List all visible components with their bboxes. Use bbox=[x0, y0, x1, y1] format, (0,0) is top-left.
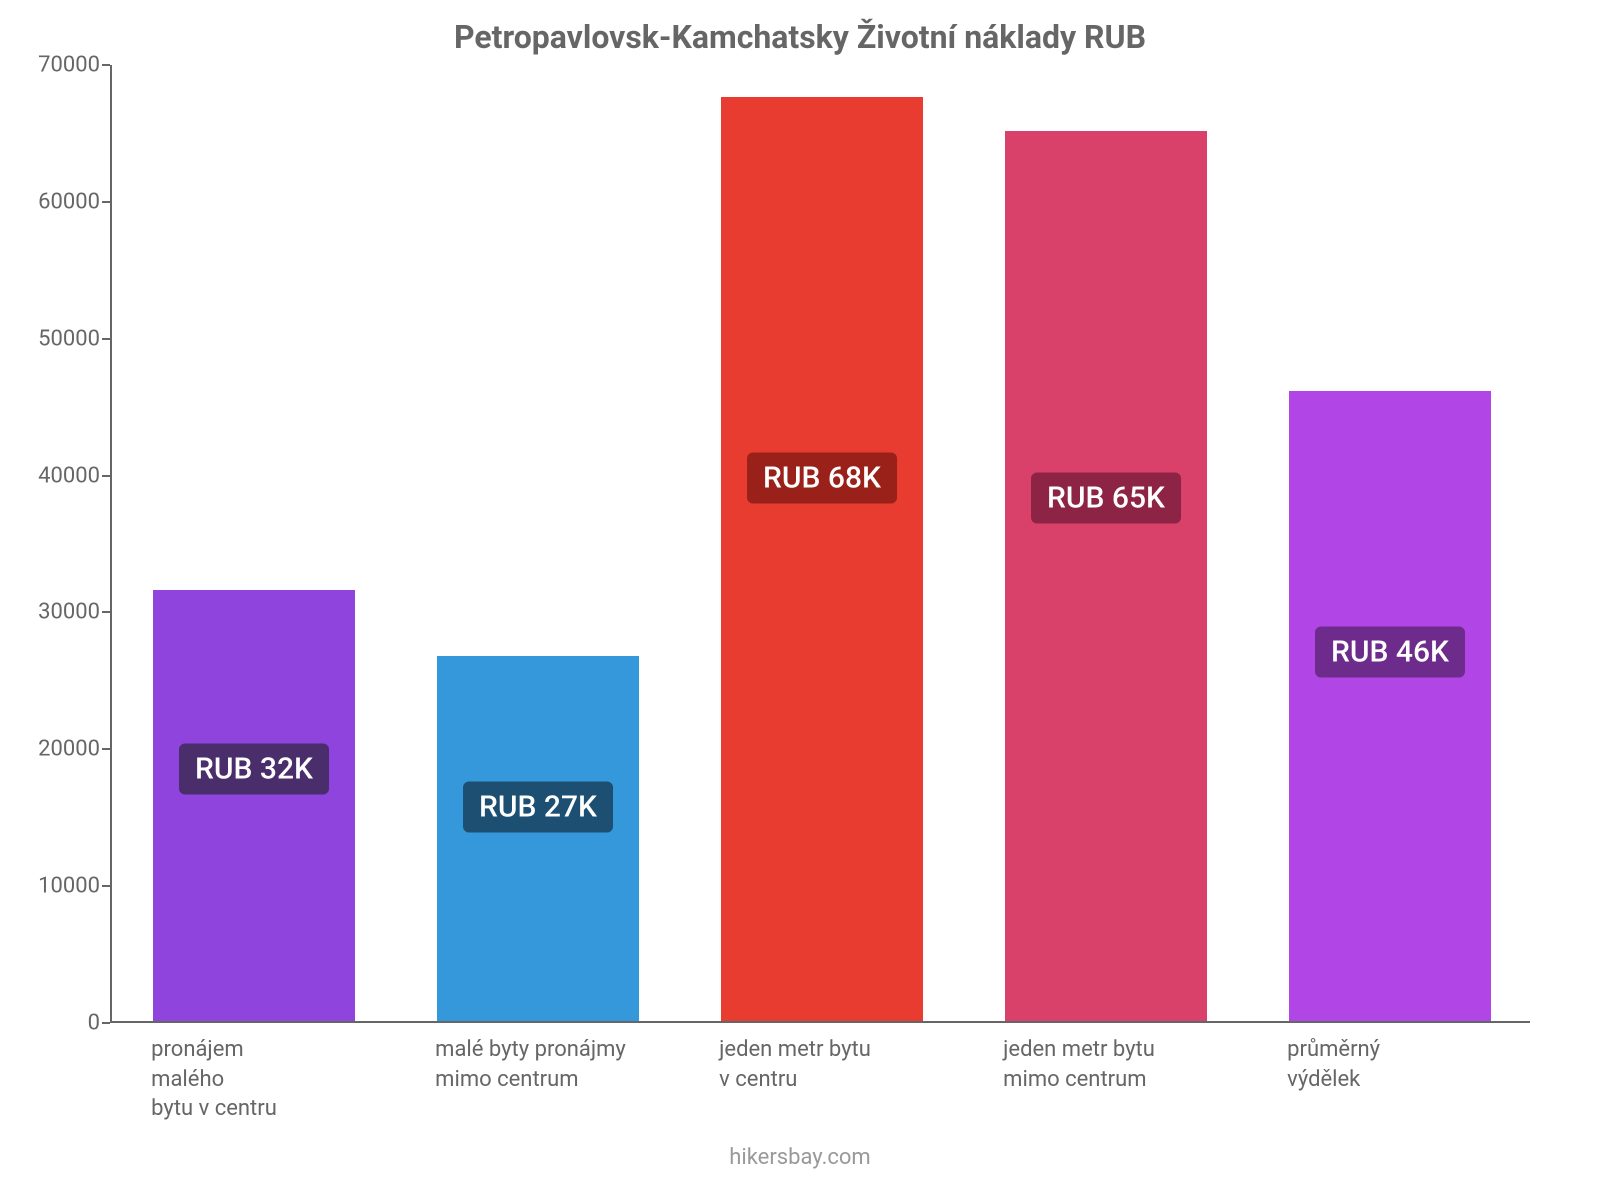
chart-footer: hikersbay.com bbox=[0, 1145, 1600, 1170]
x-category-label: jeden metr bytu mimo centrum bbox=[1003, 1035, 1155, 1094]
y-tick-mark bbox=[102, 611, 110, 613]
y-tick-mark bbox=[102, 748, 110, 750]
bar-value-badge: RUB 27K bbox=[463, 782, 613, 833]
y-tick-label: 20000 bbox=[0, 737, 100, 762]
y-tick-label: 70000 bbox=[0, 53, 100, 78]
y-tick-mark bbox=[102, 475, 110, 477]
y-tick-label: 40000 bbox=[0, 463, 100, 488]
y-tick-mark bbox=[102, 338, 110, 340]
bar-value-badge: RUB 68K bbox=[747, 452, 897, 503]
chart-title: Petropavlovsk-Kamchatsky Životní náklady… bbox=[0, 18, 1600, 56]
y-tick-label: 30000 bbox=[0, 600, 100, 625]
y-tick-label: 0 bbox=[0, 1011, 100, 1036]
x-category-label: malé byty pronájmy mimo centrum bbox=[435, 1035, 626, 1094]
bar bbox=[1005, 131, 1207, 1021]
x-category-label: průměrný výdělek bbox=[1287, 1035, 1380, 1094]
bar-value-badge: RUB 46K bbox=[1315, 626, 1465, 677]
bar bbox=[1289, 391, 1491, 1021]
chart-container: Petropavlovsk-Kamchatsky Životní náklady… bbox=[0, 0, 1600, 1200]
y-tick-mark bbox=[102, 64, 110, 66]
x-category-label: jeden metr bytu v centru bbox=[719, 1035, 871, 1094]
plot-area: RUB 32K RUB 27K RUB 68K RUB 65K RUB 46K bbox=[110, 65, 1530, 1023]
bar bbox=[437, 656, 639, 1021]
y-tick-label: 10000 bbox=[0, 874, 100, 899]
bar-value-badge: RUB 65K bbox=[1031, 473, 1181, 524]
y-tick-label: 50000 bbox=[0, 326, 100, 351]
bar-value-badge: RUB 32K bbox=[179, 743, 329, 794]
bar bbox=[153, 590, 355, 1021]
bar bbox=[721, 97, 923, 1021]
y-tick-mark bbox=[102, 201, 110, 203]
y-tick-label: 60000 bbox=[0, 189, 100, 214]
y-tick-mark bbox=[102, 1022, 110, 1024]
x-category-label: pronájem malého bytu v centru bbox=[151, 1035, 277, 1124]
y-tick-mark bbox=[102, 885, 110, 887]
